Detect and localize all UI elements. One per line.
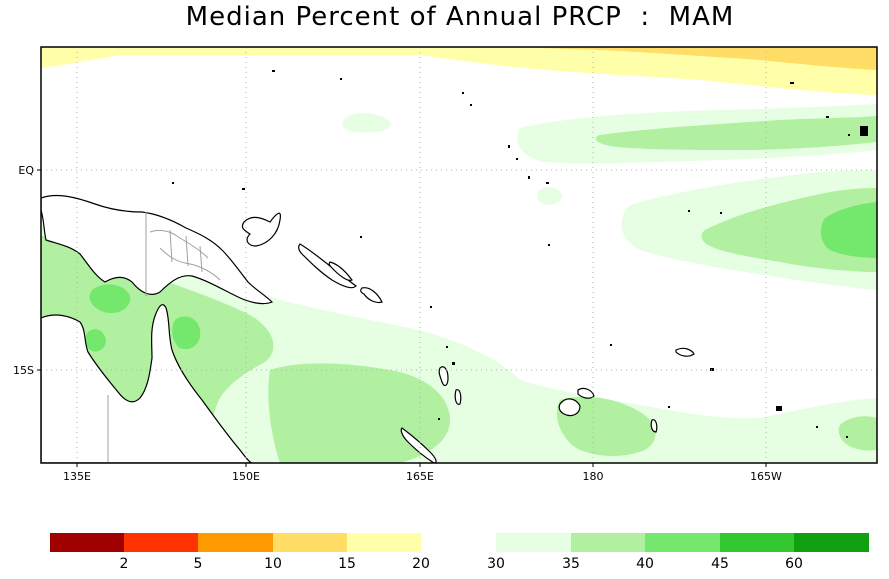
wet-vanuatu-30 <box>422 343 459 386</box>
legend-label: 10 <box>264 556 282 572</box>
wet-se-35 <box>838 416 877 451</box>
solomons-coast-3 <box>360 287 383 304</box>
wet-cape-40 <box>172 316 201 350</box>
legend: 2 5 10 15 20 30 35 40 45 60 <box>50 533 869 572</box>
legend-label: 45 <box>711 556 729 572</box>
fiji-coast-2 <box>577 387 595 399</box>
legend-swatch <box>645 533 720 552</box>
legend-swatch <box>571 533 645 552</box>
wet-patch-eq <box>537 187 562 205</box>
x-tick-label: 135E <box>63 470 91 483</box>
legend-label: 20 <box>412 556 430 572</box>
y-tick-label: 15S <box>13 364 34 377</box>
legend-swatch <box>794 533 869 552</box>
legend-swatch <box>124 533 198 552</box>
legend-swatch <box>273 533 347 552</box>
tonga-coast <box>650 419 658 433</box>
island-dots <box>172 70 868 438</box>
x-tick-label: 150E <box>232 470 260 483</box>
wet-gulf-40 <box>85 329 106 352</box>
legend-label: 2 <box>120 556 129 572</box>
new-britain-coast <box>241 212 281 247</box>
vanuatu-coast <box>438 366 449 387</box>
samoa-coast <box>675 347 695 357</box>
coastlines <box>41 194 695 463</box>
legend-swatch <box>198 533 273 552</box>
legend-swatch <box>496 533 571 552</box>
wet-equatorial-35 <box>595 116 877 150</box>
legend-label: 35 <box>562 556 580 572</box>
legend-label: 5 <box>194 556 203 572</box>
map-title: Median Percent of Annual PRCP : MAM <box>185 2 735 32</box>
legend-label: 40 <box>636 556 654 572</box>
borders <box>107 212 221 463</box>
legend-label: 60 <box>785 556 803 572</box>
vanuatu-coast-2 <box>454 389 462 405</box>
png-province-3 <box>169 229 203 273</box>
dry-band-north <box>41 47 877 95</box>
x-tick-label: 165E <box>406 470 434 483</box>
x-tick-label: 180 <box>583 470 604 483</box>
dry-band-north-15 <box>520 47 877 70</box>
legend-swatch <box>720 533 794 552</box>
legend-wet-scale: 30 35 40 45 60 <box>487 533 869 572</box>
new-guinea-coast <box>41 194 274 305</box>
wet-west-30 <box>41 225 877 463</box>
australia-coast <box>41 304 253 463</box>
legend-dry-scale: 2 5 10 15 20 <box>50 533 430 572</box>
x-tick-label: 165W <box>750 470 782 483</box>
wet-east-35 <box>556 396 656 456</box>
fiji-coast <box>558 398 581 417</box>
y-tick-label: EQ <box>18 164 34 177</box>
plot-frame <box>40 46 878 464</box>
solomons-coast-2 <box>328 261 353 281</box>
legend-swatch <box>347 533 421 552</box>
legend-label: 15 <box>338 556 356 572</box>
tick-marks <box>37 169 767 467</box>
new-caledonia-coast <box>400 427 437 463</box>
png-province-2 <box>159 247 221 281</box>
legend-label: 30 <box>487 556 505 572</box>
precip-shading <box>41 47 877 463</box>
y-tick-labels: EQ 15S <box>13 164 34 377</box>
legend-swatch <box>50 533 124 552</box>
wet-spcz-40 <box>820 202 877 258</box>
wet-patch-nw <box>342 113 391 133</box>
wet-nq-40 <box>89 284 131 314</box>
x-tick-labels: 135E 150E 165E 180 165W <box>63 470 782 483</box>
